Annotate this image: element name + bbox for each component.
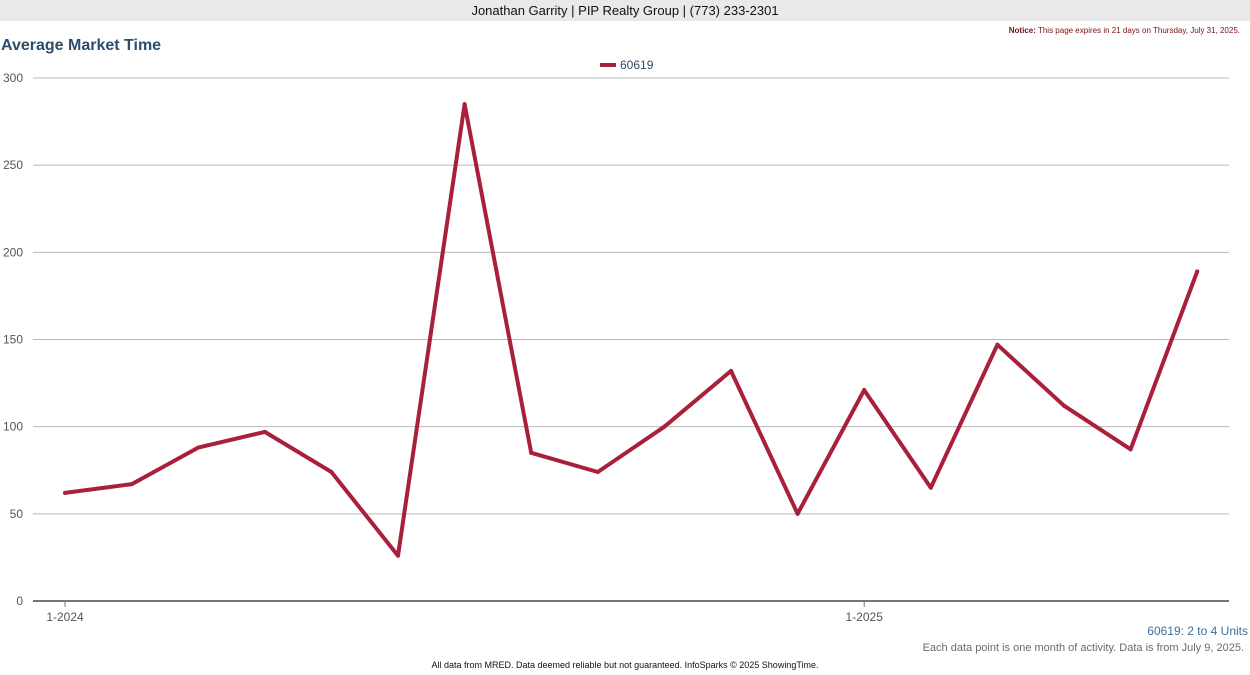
units-note: 60619: 2 to 4 Units	[1147, 624, 1248, 638]
y-tick-label: 50	[10, 507, 24, 521]
data-point	[729, 368, 733, 373]
y-tick-label: 100	[3, 420, 23, 434]
x-tick-label: 1-2025	[846, 610, 884, 624]
data-point	[63, 490, 67, 495]
data-note: Each data point is one month of activity…	[922, 642, 1244, 654]
agent-header: Jonathan Garrity | PIP Realty Group | (7…	[0, 0, 1250, 21]
data-point	[196, 445, 201, 450]
data-point	[396, 553, 400, 558]
data-point	[1128, 447, 1133, 452]
notice-label: Notice:	[1008, 26, 1036, 35]
x-axis: 1-2024 1-2025	[33, 600, 1229, 624]
notice-text: This page expires in 21 days on Thursday…	[1037, 26, 1240, 35]
data-point	[1195, 269, 1200, 274]
data-point	[662, 424, 667, 429]
y-tick-label: 0	[16, 594, 23, 608]
data-point	[329, 469, 334, 474]
data-point	[1062, 403, 1066, 408]
chart-legend[interactable]: 60619	[600, 58, 653, 72]
agent-contact-line: Jonathan Garrity | PIP Realty Group | (7…	[471, 3, 779, 18]
data-point	[595, 469, 600, 474]
y-tick-label: 200	[3, 245, 23, 259]
data-point	[462, 102, 467, 107]
data-point	[995, 342, 1000, 347]
data-point	[129, 482, 134, 487]
legend-swatch	[600, 63, 616, 67]
data-point	[529, 450, 534, 455]
legend-label: 60619	[620, 58, 654, 72]
x-tick-label: 1-2024	[46, 610, 84, 624]
data-point	[862, 388, 867, 393]
gridlines	[33, 77, 1229, 515]
y-tick-label: 300	[3, 71, 23, 85]
series-line-60619	[63, 102, 1200, 558]
footer-disclaimer: All data from MRED. Data deemed reliable…	[431, 660, 819, 670]
y-tick-label: 250	[3, 158, 23, 172]
y-tick-label: 150	[3, 333, 23, 347]
chart-title: Average Market Time	[1, 37, 162, 54]
series-group	[63, 102, 1200, 558]
data-point	[795, 511, 800, 516]
y-axis-ticks: 0 50 100 150 200 250 300	[3, 71, 23, 608]
data-point	[262, 429, 267, 434]
data-point	[928, 485, 933, 490]
expiration-notice: Notice: This page expires in 21 days on …	[1009, 26, 1240, 35]
